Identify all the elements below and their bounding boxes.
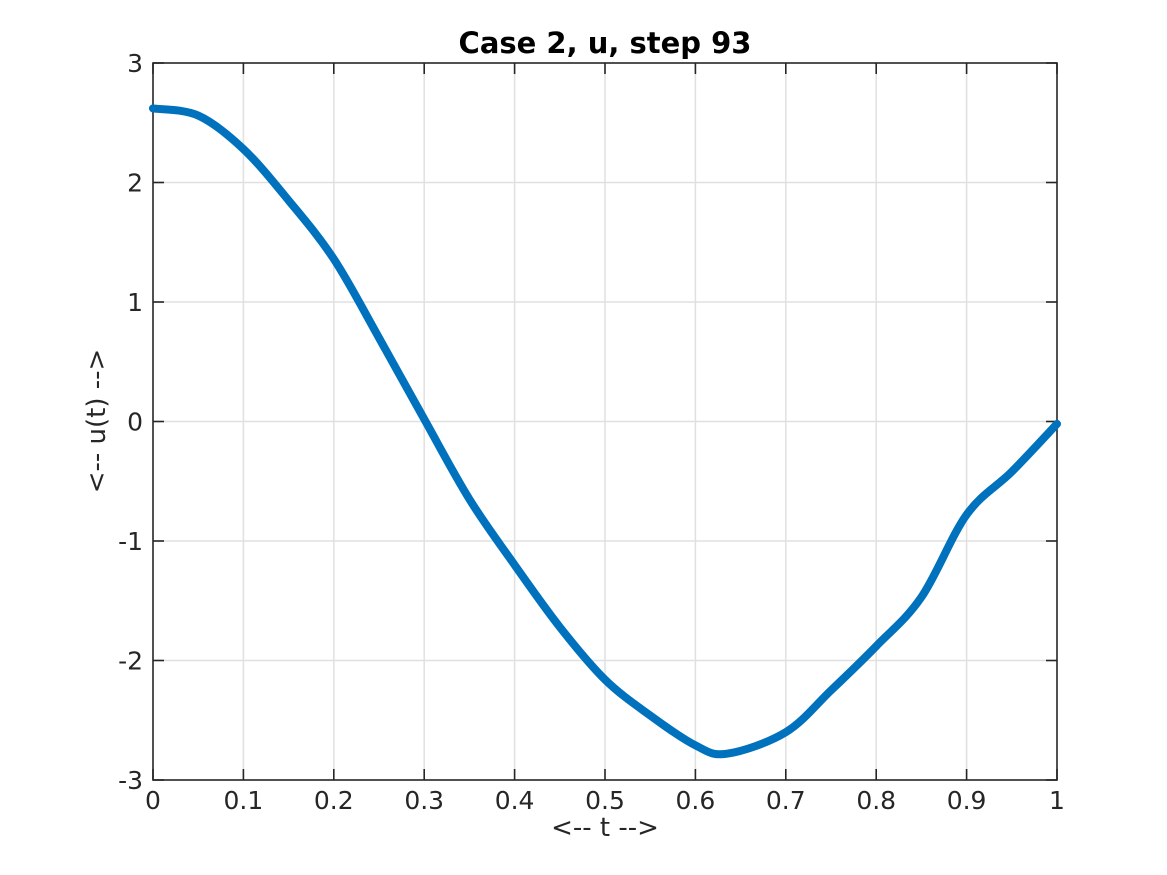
y-tick-label: -3: [118, 766, 143, 795]
y-tick-label: 0: [127, 408, 143, 437]
x-tick-label: 0.3: [404, 786, 444, 815]
plot-title: Case 2, u, step 93: [458, 26, 752, 60]
y-tick-label: 1: [127, 288, 143, 317]
x-tick-label: 0.2: [314, 786, 354, 815]
series-curve-u: [149, 104, 1061, 759]
x-tick-label: 0.9: [947, 786, 987, 815]
y-tick-label: 2: [127, 169, 143, 198]
x-tick-label: 0: [145, 786, 161, 815]
x-tick-label: 0.7: [766, 786, 806, 815]
x-axis-label: <-- t -->: [551, 813, 659, 843]
x-tick-label: 0.4: [495, 786, 535, 815]
x-tick-label: 0.8: [856, 786, 896, 815]
x-tick-label: 0.6: [676, 786, 716, 815]
y-tick-label: 3: [127, 49, 143, 78]
x-tick-label: 1: [1049, 786, 1065, 815]
x-tick-label: 0.5: [585, 786, 625, 815]
y-tick-label: -2: [118, 647, 143, 676]
y-tick-label: -1: [118, 527, 143, 556]
y-axis-label: <-- u(t) -->: [82, 348, 112, 494]
x-tick-label: 0.1: [224, 786, 264, 815]
